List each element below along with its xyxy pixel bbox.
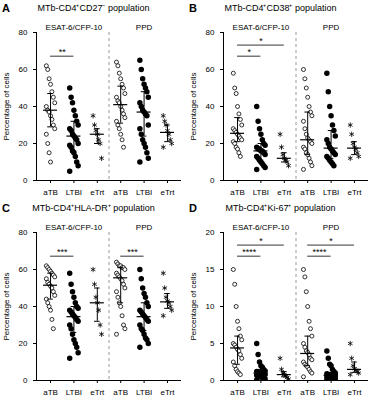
svg-text:eTrt: eTrt — [90, 188, 105, 197]
svg-text:*: * — [329, 236, 333, 246]
svg-text:ESAT-6/CFP-10: ESAT-6/CFP-10 — [46, 223, 103, 232]
svg-text:LTBI: LTBI — [66, 188, 82, 197]
html-text:MTb-CD4⁺HLA-DR⁺ population: MTb-CD4⁺HLA-DR⁺ population — [32, 203, 155, 213]
svg-text:LTBI: LTBI — [66, 388, 82, 397]
svg-text:aTB: aTB — [300, 188, 315, 197]
svg-text:aTB: aTB — [300, 388, 315, 397]
svg-text:15: 15 — [206, 265, 215, 274]
svg-text:LTBI: LTBI — [323, 188, 339, 197]
svg-text:0: 0 — [23, 176, 28, 185]
svg-text:20: 20 — [19, 339, 28, 348]
html-text:B: B — [189, 2, 197, 14]
svg-text:60: 60 — [19, 65, 28, 74]
svg-text:5: 5 — [210, 339, 215, 348]
svg-text:aTB: aTB — [43, 188, 58, 197]
html-text:MTb-CD4⁺CD38⁺ population: MTb-CD4⁺CD38⁺ population — [224, 3, 337, 13]
svg-text:Percentage of cells: Percentage of cells — [2, 72, 11, 140]
svg-text:0: 0 — [210, 376, 215, 385]
svg-text:40: 40 — [206, 102, 215, 111]
svg-text:20: 20 — [206, 139, 215, 148]
svg-text:0: 0 — [210, 176, 215, 185]
html-text:C: C — [2, 202, 10, 214]
svg-text:PPD: PPD — [323, 23, 340, 32]
svg-text:eTrt: eTrt — [90, 388, 105, 397]
svg-text:PPD: PPD — [136, 23, 153, 32]
svg-text:10: 10 — [206, 302, 215, 311]
svg-text:**: ** — [59, 47, 67, 57]
svg-text:ESAT-6/CFP-10: ESAT-6/CFP-10 — [233, 223, 290, 232]
svg-text:*: * — [247, 47, 251, 57]
svg-text:LTBI: LTBI — [253, 388, 269, 397]
svg-text:80: 80 — [206, 28, 215, 37]
svg-text:LTBI: LTBI — [136, 388, 152, 397]
svg-text:LTBI: LTBI — [323, 388, 339, 397]
svg-text:*: * — [259, 236, 263, 246]
svg-text:Percentage of cells: Percentage of cells — [2, 272, 11, 340]
svg-text:ESAT-6/CFP-10: ESAT-6/CFP-10 — [233, 23, 290, 32]
svg-text:eTrt: eTrt — [160, 188, 175, 197]
svg-text:****: **** — [312, 247, 327, 257]
html-text:A: A — [2, 2, 10, 14]
svg-text:0: 0 — [23, 376, 28, 385]
svg-text:****: **** — [242, 247, 257, 257]
svg-text:eTrt: eTrt — [347, 188, 362, 197]
svg-text:*: * — [259, 36, 263, 46]
svg-text:aTB: aTB — [113, 388, 128, 397]
svg-text:60: 60 — [19, 265, 28, 274]
html-text:MTb-CD4⁺CD27⁻ population: MTb-CD4⁺CD27⁻ population — [37, 3, 150, 13]
svg-text:80: 80 — [19, 228, 28, 237]
svg-text:80: 80 — [19, 28, 28, 37]
svg-text:20: 20 — [206, 228, 215, 237]
svg-text:40: 40 — [19, 302, 28, 311]
svg-text:***: *** — [57, 247, 68, 257]
svg-text:eTrt: eTrt — [277, 388, 292, 397]
svg-text:aTB: aTB — [113, 188, 128, 197]
svg-text:20: 20 — [19, 139, 28, 148]
svg-text:eTrt: eTrt — [347, 388, 362, 397]
svg-text:***: *** — [127, 247, 138, 257]
svg-text:eTrt: eTrt — [277, 188, 292, 197]
html-text:D: D — [189, 202, 197, 214]
svg-text:PPD: PPD — [323, 223, 340, 232]
svg-text:aTB: aTB — [230, 388, 245, 397]
svg-text:40: 40 — [19, 102, 28, 111]
svg-text:LTBI: LTBI — [253, 188, 269, 197]
svg-text:Percentage of cells: Percentage of cells — [189, 272, 198, 340]
svg-text:ESAT-6/CFP-10: ESAT-6/CFP-10 — [46, 23, 103, 32]
svg-text:eTrt: eTrt — [160, 388, 175, 397]
svg-text:60: 60 — [206, 65, 215, 74]
svg-text:PPD: PPD — [136, 223, 153, 232]
html-text:MTb-CD4⁺Ki-67⁺ population: MTb-CD4⁺Ki-67⁺ population — [225, 203, 336, 213]
svg-text:aTB: aTB — [230, 188, 245, 197]
svg-text:Percentage of cells: Percentage of cells — [189, 72, 198, 140]
svg-text:LTBI: LTBI — [136, 188, 152, 197]
svg-text:aTB: aTB — [43, 388, 58, 397]
